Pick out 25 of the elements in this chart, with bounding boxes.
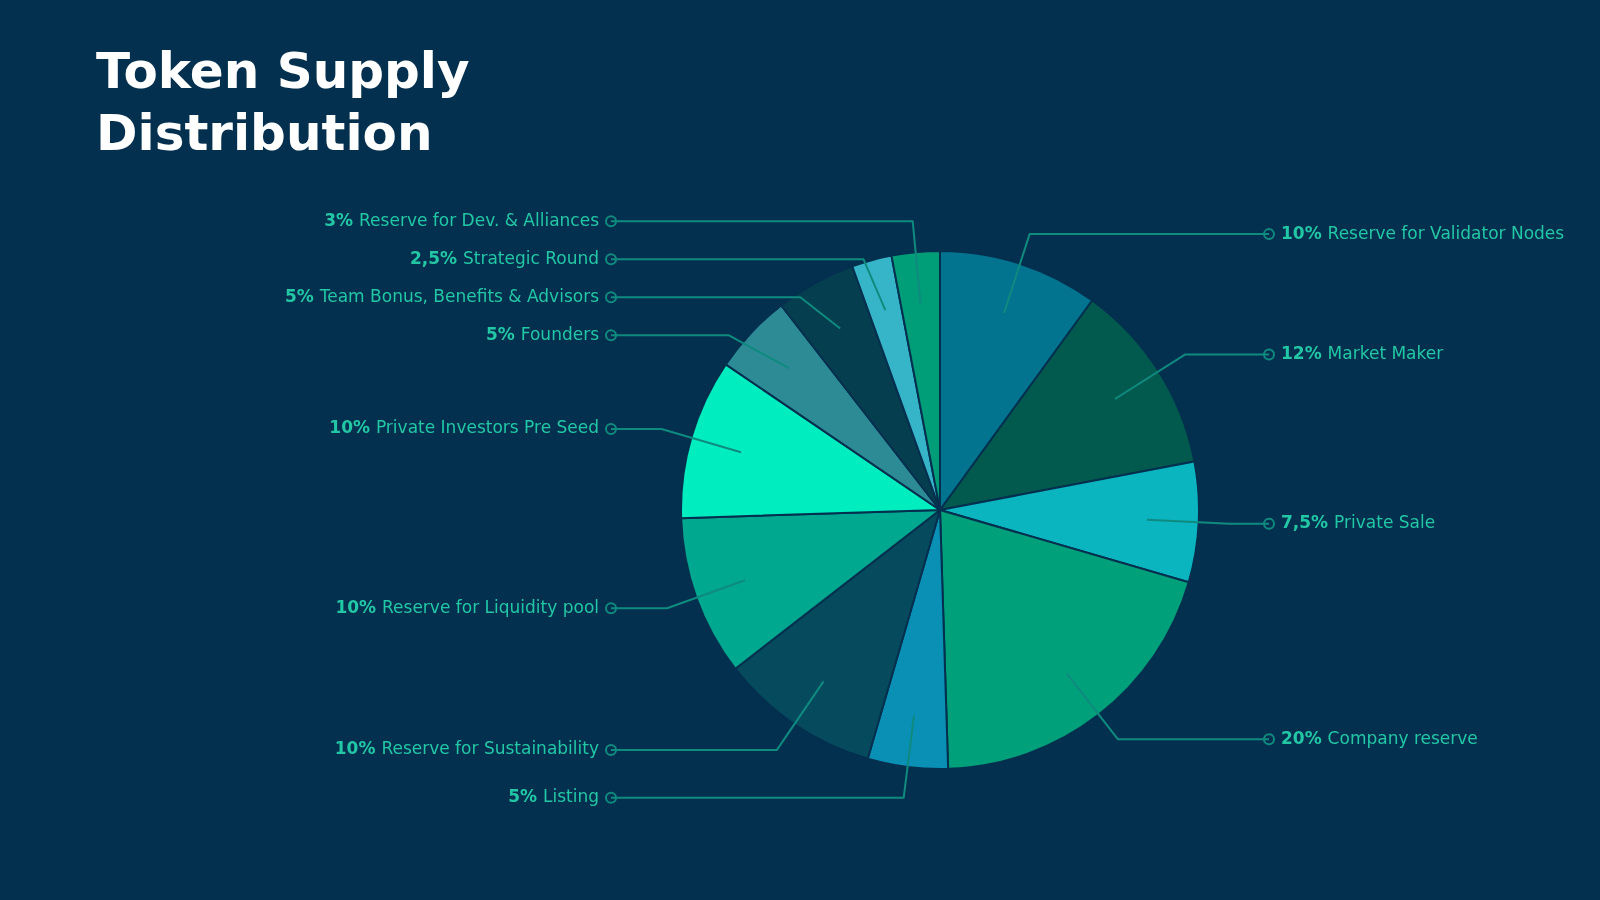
data-label: 10%: [1281, 222, 1322, 243]
data-label: 5%: [284, 285, 314, 306]
data-label: 20%: [1281, 727, 1322, 748]
data-label: 10%: [329, 417, 371, 438]
slice-label: Team Bonus, Benefits & Advisors: [318, 285, 600, 306]
slice-label: Market Maker: [1327, 342, 1444, 363]
slice-label: Listing: [542, 786, 600, 807]
data-label: 5%: [508, 786, 538, 807]
slice-label: Private Investors Pre Seed: [375, 417, 600, 438]
data-label: 10%: [335, 596, 377, 617]
data-label: 7,5%: [1281, 512, 1329, 533]
slice-label: Founders: [520, 323, 600, 344]
data-label: 2,5%: [409, 247, 458, 268]
slice-label: Reserve for Liquidity pool: [382, 596, 600, 617]
slice-label: Strategic Round: [462, 247, 600, 268]
slice-label: Reserve for Validator Nodes: [1327, 222, 1565, 243]
slice-label: Reserve for Sustainability: [381, 738, 599, 759]
chart-title: Token Supply Distribution: [96, 41, 471, 164]
data-label: 10%: [334, 738, 376, 759]
data-label: 3%: [324, 209, 354, 230]
data-label: 12%: [1281, 342, 1322, 363]
slice-label: Company reserve: [1327, 727, 1478, 748]
slice-label: Private Sale: [1334, 512, 1436, 533]
data-label: 5%: [486, 323, 515, 344]
slice-label: Reserve for Dev. & Alliances: [359, 209, 600, 230]
